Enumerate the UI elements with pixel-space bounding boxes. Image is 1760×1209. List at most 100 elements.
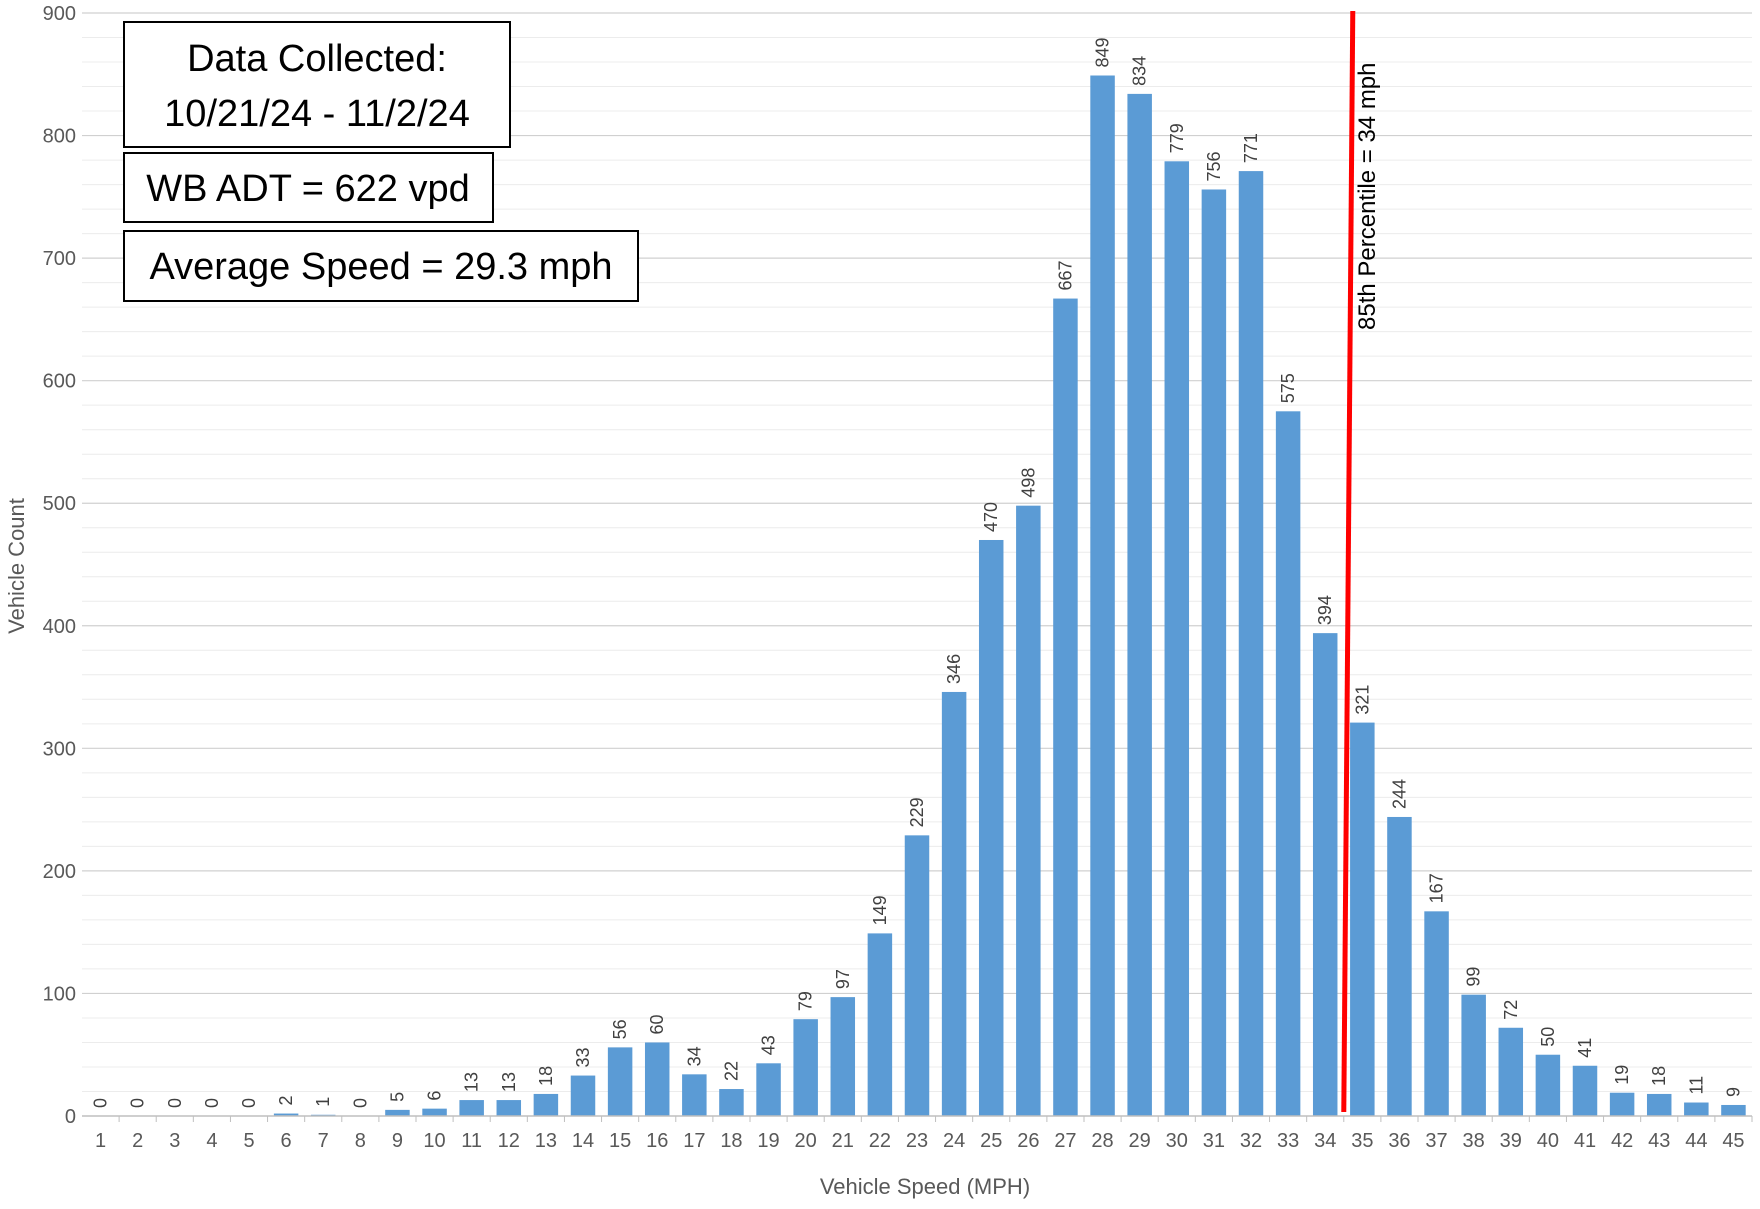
data-label: 0 [239,1098,259,1108]
x-tick-label: 39 [1500,1130,1522,1152]
data-label: 149 [870,895,890,925]
y-axis-title: Vehicle Count [4,498,29,634]
data-label: 22 [721,1061,741,1081]
x-tick-label: 1 [95,1130,106,1152]
data-label: 771 [1241,133,1261,163]
bar-34-mph [1312,633,1338,1116]
bar-23-mph [904,835,930,1116]
bar-26-mph [1016,505,1041,1116]
bar-11-mph [459,1100,484,1116]
x-tick-label: 19 [757,1130,779,1152]
bar-15-mph [607,1047,633,1116]
data-label: 33 [573,1048,593,1068]
percentile-85-line [1341,10,1356,1113]
x-tick-label: 15 [609,1130,631,1152]
bar-40-mph [1535,1054,1561,1116]
bar-20-mph [793,1019,818,1116]
gridlines [82,12,1752,1092]
x-tick-label: 5 [243,1130,254,1152]
y-tick-label: 800 [43,126,76,148]
x-tick-label: 13 [535,1130,557,1152]
data-label: 394 [1315,595,1335,625]
bar-13-mph [533,1093,559,1116]
bar-33-mph [1275,411,1301,1116]
x-tick-label: 27 [1054,1130,1076,1152]
x-tick-label: 31 [1203,1130,1225,1152]
bar-25-mph [978,539,1004,1116]
bar-16-mph [644,1042,670,1116]
data-label: 72 [1501,1000,1521,1020]
x-tick-label: 14 [572,1130,594,1152]
bar-32-mph [1238,171,1264,1116]
data-label: 18 [1649,1066,1669,1086]
annotation-date-range: 10/21/24 - 11/2/24 [164,93,470,135]
x-tick-label: 41 [1574,1130,1596,1152]
y-tick-label: 900 [43,3,76,25]
bar-41-mph [1572,1065,1598,1116]
x-tick-label: 34 [1314,1130,1336,1152]
bar-19-mph [756,1063,781,1116]
data-label: 13 [462,1072,482,1092]
bar-42-mph [1609,1092,1635,1116]
data-label: 56 [610,1019,630,1039]
reference-line-group: 85th Percentile = 34 mph [1341,10,1381,1113]
y-tick-label: 200 [43,861,76,883]
bar-35-mph [1350,722,1375,1116]
data-label: 60 [647,1014,667,1034]
x-tick-label: 12 [498,1130,520,1152]
data-label: 18 [536,1066,556,1086]
y-tick-label: 100 [43,983,76,1005]
data-label: 0 [202,1098,222,1108]
bar-44-mph [1684,1102,1709,1116]
data-label: 575 [1278,373,1298,403]
x-tick-label: 11 [461,1130,482,1152]
bar-9-mph [385,1109,410,1116]
bar-6-mph [273,1113,299,1116]
data-label: 756 [1204,151,1224,181]
y-tick-label: 700 [43,248,76,270]
x-tick-label: 2 [132,1130,143,1152]
y-tick-label: 400 [43,616,76,638]
data-label: 99 [1464,967,1484,987]
x-tick-label: 38 [1463,1130,1485,1152]
data-label: 834 [1130,56,1150,86]
data-label: 498 [1018,468,1038,498]
data-label: 0 [350,1098,370,1108]
x-tick-label: 21 [832,1130,854,1152]
x-tick-label: 24 [943,1130,965,1152]
bar-43-mph [1646,1093,1672,1116]
bar-14-mph [570,1075,596,1116]
bar-24-mph [941,691,967,1116]
annotation-data-collected-label: Data Collected: [187,38,447,80]
data-label: 321 [1352,685,1372,715]
bar-39-mph [1498,1027,1524,1116]
data-label: 167 [1427,873,1447,903]
bar-10-mph [422,1108,447,1116]
data-label: 1 [313,1097,333,1107]
bar-17-mph [682,1074,707,1116]
y-tick-label: 500 [43,493,76,515]
x-tick-label: 16 [646,1130,668,1152]
x-tick-label: 40 [1537,1130,1559,1152]
bar-28-mph [1090,75,1115,1117]
data-label: 849 [1093,37,1113,67]
bar-30-mph [1164,161,1190,1116]
bar-18-mph [719,1089,744,1116]
bar-21-mph [830,997,856,1116]
data-label: 43 [759,1035,779,1055]
data-label: 0 [128,1098,148,1108]
percentile-85-label: 85th Percentile = 34 mph [1354,62,1381,330]
annotation-average-speed: Average Speed = 29.3 mph [149,246,612,288]
bar-22-mph [867,933,893,1116]
x-tick-label: 4 [206,1130,217,1152]
annotation-box-average-speed: Average Speed = 29.3 mph [123,230,639,302]
x-tick-label: 26 [1017,1130,1039,1152]
x-tick-label: 37 [1425,1130,1447,1152]
x-tick-label: 20 [795,1130,817,1152]
data-label: 5 [387,1092,407,1102]
data-label: 6 [425,1091,445,1101]
x-tick-label: 22 [869,1130,891,1152]
bar-45-mph [1721,1104,1746,1116]
